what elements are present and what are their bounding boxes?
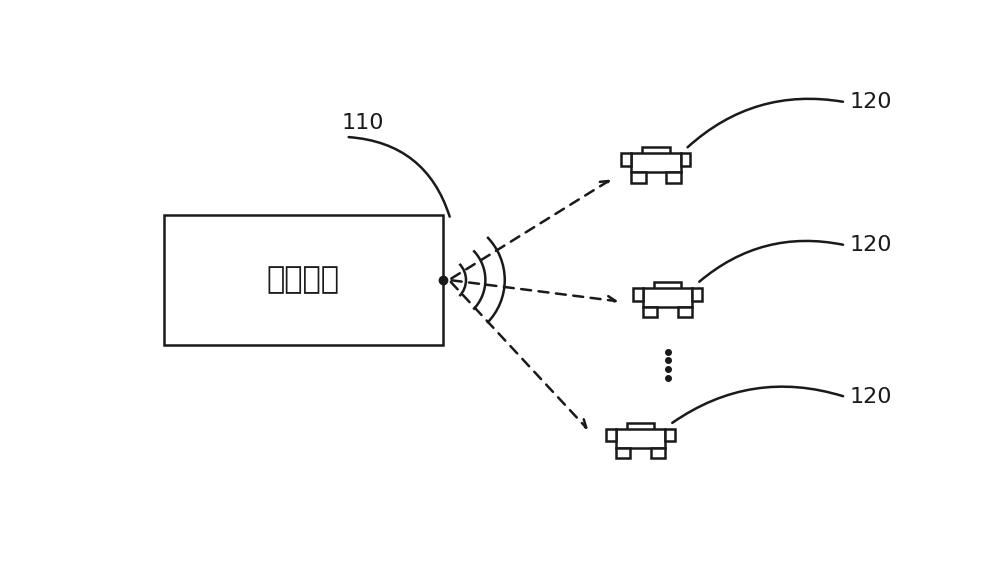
- Bar: [651, 448, 665, 458]
- Bar: [643, 288, 692, 307]
- Bar: [616, 428, 665, 448]
- Bar: [642, 148, 670, 159]
- Bar: [164, 215, 443, 345]
- Bar: [666, 172, 681, 183]
- Text: 120: 120: [850, 92, 892, 112]
- Bar: [643, 307, 657, 317]
- Bar: [631, 153, 681, 172]
- Bar: [627, 423, 654, 435]
- Text: 遥控设备: 遥控设备: [267, 266, 340, 294]
- Bar: [631, 172, 646, 183]
- Bar: [692, 288, 702, 301]
- Bar: [665, 428, 675, 441]
- Bar: [633, 288, 643, 301]
- Bar: [681, 153, 690, 166]
- Text: 120: 120: [850, 235, 892, 255]
- Bar: [616, 448, 630, 458]
- Text: 120: 120: [850, 387, 892, 407]
- Bar: [678, 307, 692, 317]
- Bar: [654, 282, 681, 293]
- Bar: [606, 428, 616, 441]
- Text: 110: 110: [342, 113, 384, 132]
- Bar: [621, 153, 631, 166]
